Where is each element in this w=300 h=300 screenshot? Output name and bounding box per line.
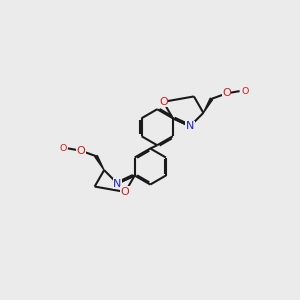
Text: O: O [121, 187, 130, 197]
Text: O: O [76, 146, 85, 156]
Polygon shape [203, 98, 213, 113]
Text: O: O [222, 88, 231, 98]
Text: O: O [159, 97, 168, 107]
Text: O: O [59, 144, 67, 153]
Text: N: N [186, 121, 194, 131]
Text: O: O [241, 87, 248, 96]
Text: N: N [113, 178, 122, 188]
Polygon shape [95, 155, 104, 170]
